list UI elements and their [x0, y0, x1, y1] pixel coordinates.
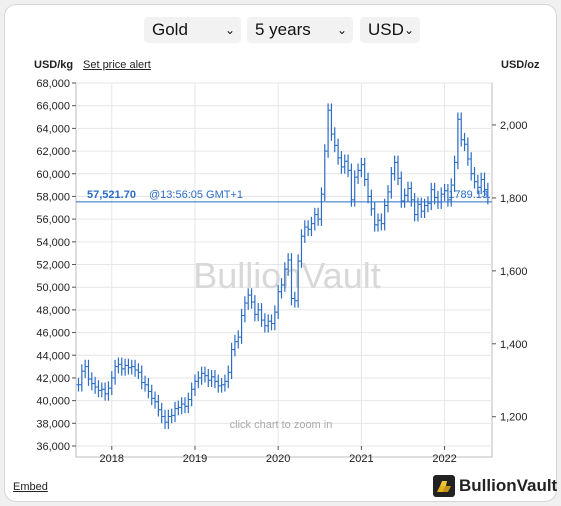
plot-area	[75, 82, 493, 458]
current-price-oz: 1789.13	[448, 189, 488, 201]
left-tick-label: 62,000	[36, 146, 70, 158]
left-axis-unit: USD/kg	[34, 59, 74, 71]
period-select-value: 5 years	[255, 20, 311, 39]
left-tick-label: 40,000	[36, 396, 70, 408]
left-tick-label: 64,000	[36, 123, 70, 135]
left-tick-label: 46,000	[36, 328, 70, 340]
left-tick-label: 66,000	[36, 101, 70, 113]
left-tick-label: 52,000	[36, 260, 70, 272]
left-tick-label: 68,000	[36, 78, 70, 90]
set-price-alert-link[interactable]: Set price alert	[83, 59, 151, 71]
chart-controls: Gold ⌄ 5 years ⌄ USD ⌄	[5, 17, 556, 43]
price-bars	[76, 103, 490, 429]
right-tick-label: 1,400	[500, 339, 528, 351]
current-price-line: 57,521.70 @13:56:05 GMT+1 1789.13	[76, 189, 492, 203]
period-select[interactable]: 5 years ⌄	[247, 17, 353, 43]
left-tick-label: 48,000	[36, 305, 70, 317]
brand-name: BullionVault	[459, 476, 558, 495]
current-price-label: 57,521.70	[87, 189, 136, 201]
left-tick-label: 44,000	[36, 350, 70, 362]
right-axis: 1,200 1,400 1,600 1,800 2,000	[492, 120, 528, 424]
left-tick-label: 36,000	[36, 441, 70, 453]
x-axis: 2018 2019 2020 2021 2022	[100, 446, 457, 465]
right-tick-label: 1,600	[500, 266, 528, 278]
x-tick-label: 2020	[266, 453, 290, 465]
left-tick-label: 42,000	[36, 373, 70, 385]
left-tick-label: 56,000	[36, 214, 70, 226]
right-tick-label: 1,200	[500, 412, 528, 424]
metal-select[interactable]: Gold ⌄	[144, 17, 241, 43]
currency-select[interactable]: USD ⌄	[360, 17, 420, 43]
left-tick-label: 58,000	[36, 191, 70, 203]
x-tick-label: 2018	[100, 453, 124, 465]
metal-select-value: Gold	[152, 20, 188, 39]
chart-grid	[76, 82, 492, 447]
left-tick-label: 54,000	[36, 237, 70, 249]
gold-bars-icon	[433, 475, 455, 497]
gold-price-chart[interactable]: BullionVault click chart to zoom in 57,5…	[5, 73, 556, 493]
right-axis-unit: USD/oz	[501, 59, 540, 71]
currency-select-value: USD	[368, 20, 404, 39]
left-axis: 36,000 38,000 40,000 42,000 44,000 46,000 48,0…	[36, 78, 76, 453]
chevron-down-icon: ⌄	[224, 23, 235, 37]
x-tick-label: 2021	[349, 453, 373, 465]
left-tick-label: 60,000	[36, 169, 70, 181]
left-tick-label: 38,000	[36, 418, 70, 430]
right-tick-label: 1,800	[500, 193, 528, 205]
embed-link[interactable]: Embed	[13, 481, 48, 493]
chart-card: Gold ⌄ 5 years ⌄ USD ⌄ USD/kg Set price …	[4, 4, 557, 502]
x-tick-label: 2019	[183, 453, 207, 465]
chevron-down-icon: ⌄	[336, 23, 347, 37]
right-tick-label: 2,000	[500, 120, 528, 132]
chart-watermark: BullionVault	[193, 255, 380, 296]
chevron-down-icon: ⌄	[403, 23, 414, 37]
left-tick-label: 50,000	[36, 282, 70, 294]
x-tick-label: 2022	[432, 453, 456, 465]
current-price-time: @13:56:05 GMT+1	[149, 189, 243, 201]
zoom-hint: click chart to zoom in	[230, 419, 333, 431]
